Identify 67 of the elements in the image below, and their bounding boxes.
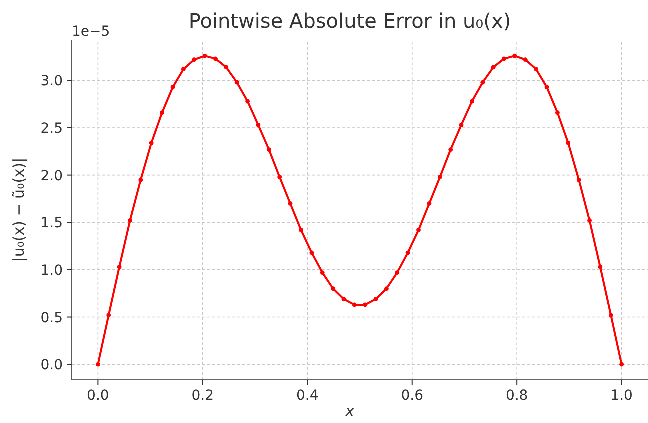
point [106, 313, 112, 318]
text: 1e−5 [72, 24, 110, 40]
y-tick-label: 1.5 [40, 216, 63, 232]
point [160, 110, 164, 116]
point [181, 67, 186, 72]
y-tick-label: 0.0 [40, 358, 63, 374]
point [502, 56, 506, 62]
y-tick-label: 0.5 [40, 310, 63, 326]
point [342, 297, 346, 302]
point [534, 67, 539, 72]
point [374, 297, 378, 302]
point [128, 218, 132, 223]
y-tick-label: 1.0 [40, 262, 63, 279]
point [416, 228, 421, 232]
point [544, 85, 550, 90]
point [438, 175, 442, 180]
point [427, 202, 432, 206]
point [470, 99, 474, 104]
point [149, 140, 154, 146]
point [299, 228, 304, 232]
point [170, 85, 176, 90]
y-tick-label: 2.5 [40, 121, 63, 138]
point [395, 270, 400, 275]
x-tick-label: 0.4 [296, 388, 319, 404]
point [459, 122, 464, 128]
point [608, 313, 614, 318]
point [620, 362, 624, 367]
point [448, 148, 454, 152]
y-tick-label: 3.0 [40, 74, 63, 90]
x-tick-label: 0.2 [192, 388, 214, 404]
x-tick-label: 1.0 [610, 388, 633, 404]
x-tick-label: 0.0 [87, 388, 110, 404]
point [234, 80, 240, 85]
chart-title: Pointwise Absolute Error in u₀(x) [188, 9, 512, 33]
point [256, 122, 261, 128]
point [566, 140, 571, 146]
point [523, 58, 528, 62]
point [202, 54, 208, 58]
point [598, 264, 603, 270]
x-axis-title: x [344, 404, 355, 420]
point [406, 250, 410, 256]
point [556, 110, 560, 116]
y-axis-title: |u₀(x) − ũ₀(x)| [10, 158, 28, 262]
point [96, 362, 100, 367]
point [310, 250, 314, 256]
point [266, 148, 272, 152]
x-tick-label: 0.6 [401, 388, 424, 404]
y-tick-label: 2.0 [40, 168, 63, 184]
point [138, 178, 144, 182]
point [192, 58, 197, 62]
point [117, 264, 122, 270]
point [512, 54, 518, 58]
point [363, 302, 368, 308]
point [320, 270, 325, 275]
point [246, 99, 250, 104]
point [491, 65, 496, 70]
point [224, 65, 229, 70]
point [480, 80, 486, 85]
point [288, 202, 293, 206]
point [384, 286, 389, 292]
x-tick-label: 0.8 [506, 388, 528, 404]
point [576, 178, 582, 182]
point [214, 56, 218, 62]
point [331, 286, 336, 292]
point [588, 218, 592, 223]
point [352, 302, 357, 308]
point [278, 175, 282, 180]
